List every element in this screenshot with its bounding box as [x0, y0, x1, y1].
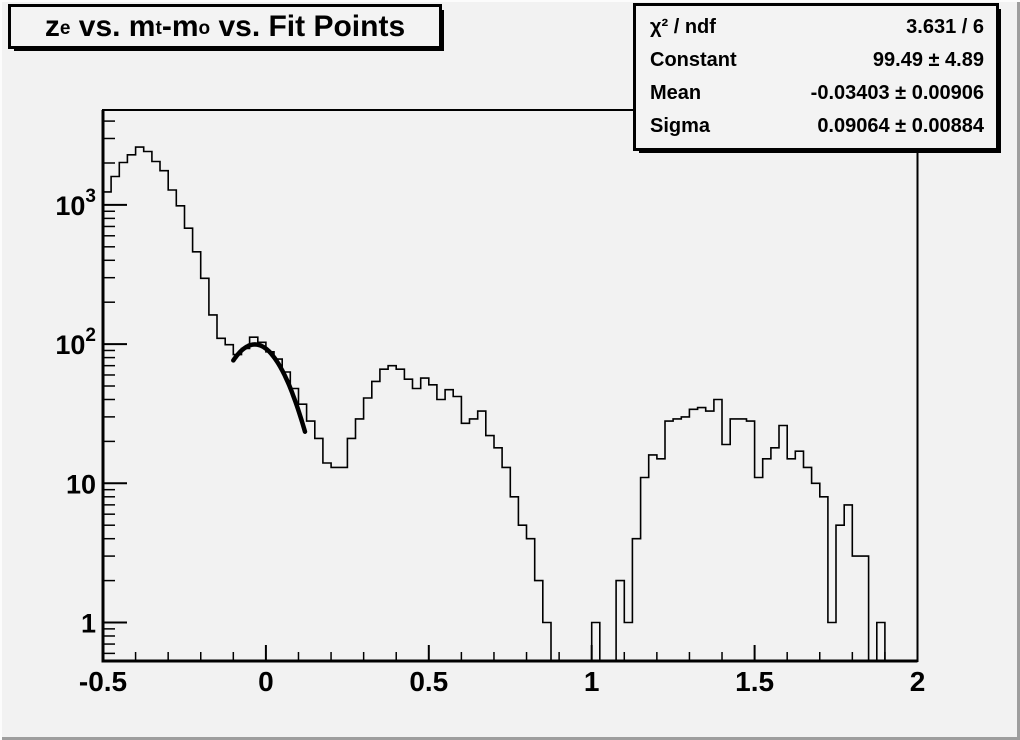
x-tick-label: 0.5: [409, 666, 448, 697]
y-tick-label: 10: [66, 469, 96, 499]
stats-row: Constant 99.49 ± 4.89: [650, 49, 984, 72]
stats-label: Mean: [650, 82, 702, 104]
y-tick-label: 103: [55, 186, 96, 221]
fit-stats-box: χ² / ndf 3.631 / 6 Constant 99.49 ± 4.89 Mea…: [633, 3, 999, 151]
stats-label: Sigma: [650, 115, 711, 137]
title-subscript: e: [59, 17, 71, 39]
stats-row: Mean -0.03403 ± 0.00906: [650, 82, 984, 105]
stats-value: -0.03403 ± 0.00906: [810, 82, 984, 104]
stats-label: Constant: [650, 49, 737, 71]
title-text-segment: -m: [161, 9, 199, 43]
stats-value: 99.49 ± 4.89: [872, 49, 984, 71]
x-tick-label: 1: [584, 666, 600, 697]
x-axis-labels: -0.5 0 0.5 1 1.5 2: [79, 666, 925, 697]
title-text-segment: z: [44, 9, 60, 43]
stats-row: χ² / ndf 3.631 / 6: [650, 16, 984, 39]
stats-label: χ² / ndf: [650, 16, 716, 38]
x-tick-label: -0.5: [79, 666, 127, 697]
stats-value: 0.09064 ± 0.00884: [817, 115, 984, 137]
x-tick-label: 2: [910, 666, 926, 697]
y-tick-label: 1: [81, 609, 96, 639]
histogram-line: [102, 146, 918, 662]
x-axis-ticks: [102, 645, 919, 661]
x-tick-label: 0: [258, 666, 274, 697]
stats-row: Sigma 0.09064 ± 0.00884: [650, 115, 984, 138]
y-axis-labels: 1 10 102 103: [55, 186, 96, 639]
y-tick-label: 102: [55, 325, 96, 360]
axis-lines: [101, 110, 918, 663]
x-tick-label: 1.5: [735, 666, 774, 697]
title-text-segment: vs. m: [70, 9, 156, 43]
stats-value: 3.631 / 6: [906, 16, 984, 38]
plot-frame: [102, 109, 919, 662]
y-axis-ticks: [103, 120, 127, 655]
title-text-segment: vs. Fit Points: [210, 9, 406, 43]
title-subscript: t: [155, 17, 162, 39]
gaussian-fit-curve: [231, 342, 308, 434]
title-subscript: o: [198, 17, 211, 39]
